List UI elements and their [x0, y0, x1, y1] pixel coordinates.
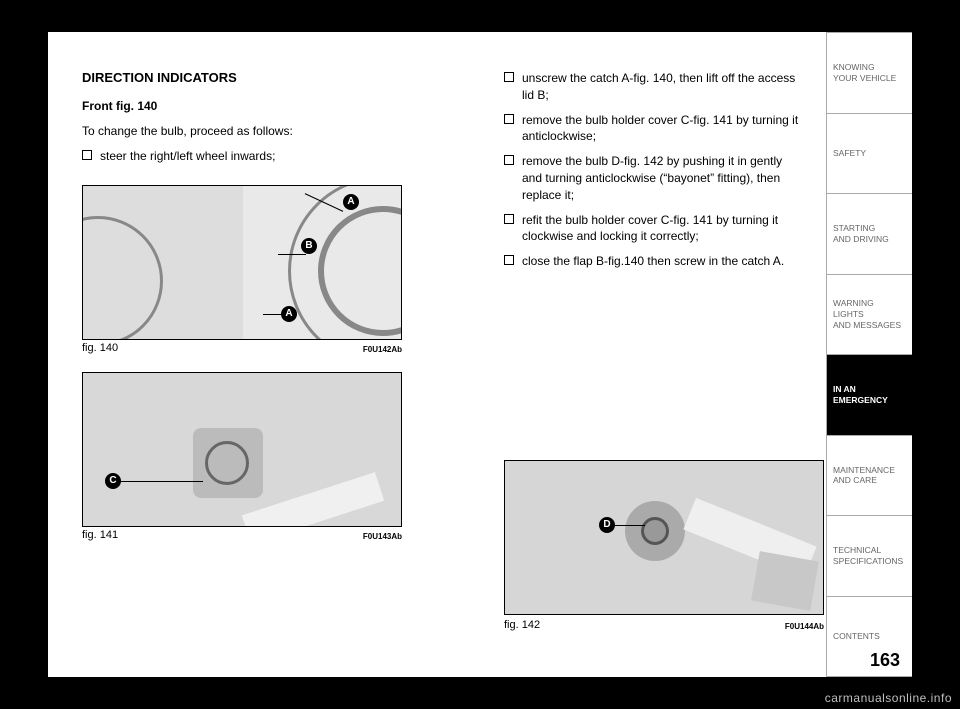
bullet-item: unscrew the catch A-fig. 140, then lift … [504, 70, 804, 104]
page-number: 163 [870, 650, 900, 671]
figure-140: A B A [82, 185, 402, 340]
callout-b-icon: B [301, 238, 317, 254]
tab-label: KNOWINGYOUR VEHICLE [833, 62, 906, 83]
tab-technical-specs[interactable]: TECHNICALSPECIFICATIONS [826, 516, 912, 597]
bullet-text: refit the bulb holder cover C-fig. 141 b… [522, 212, 804, 246]
figure-code: F0U143Ab [363, 532, 402, 541]
figure-code: F0U144Ab [785, 622, 824, 631]
tab-label: MAINTENANCEAND CARE [833, 465, 906, 486]
callout-c-icon: C [105, 473, 121, 489]
figure-caption: fig. 140 [82, 342, 118, 354]
bullet-item: steer the right/left wheel inwards; [82, 148, 452, 165]
figure-caption-row: fig. 140 F0U142Ab [82, 342, 402, 354]
intro-text: To change the bulb, proceed as follows: [82, 123, 452, 140]
figure-caption-row: fig. 141 F0U143Ab [82, 529, 402, 541]
bullet-text: unscrew the catch A-fig. 140, then lift … [522, 70, 804, 104]
square-bullet-icon [504, 155, 514, 165]
tab-label: CONTENTS [833, 631, 906, 642]
bullet-text: remove the bulb D-fig. 142 by pushing it… [522, 153, 804, 203]
tab-label: STARTINGAND DRIVING [833, 223, 906, 244]
bullet-item: refit the bulb holder cover C-fig. 141 b… [504, 212, 804, 246]
tab-warning-lights[interactable]: WARNING LIGHTSAND MESSAGES [826, 275, 912, 356]
left-column: DIRECTION INDICATORS Front fig. 140 To c… [82, 70, 452, 541]
bullet-text: remove the bulb holder cover C-fig. 141 … [522, 112, 804, 146]
square-bullet-icon [82, 150, 92, 160]
bullet-item: remove the bulb holder cover C-fig. 141 … [504, 112, 804, 146]
right-column: unscrew the catch A-fig. 140, then lift … [504, 70, 804, 278]
subheading: Front fig. 140 [82, 99, 452, 113]
callout-d-icon: D [599, 517, 615, 533]
figure-code: F0U142Ab [363, 345, 402, 354]
watermark-text: carmanualsonline.info [825, 691, 952, 705]
section-heading: DIRECTION INDICATORS [82, 70, 452, 85]
callout-a-icon: A [343, 194, 359, 210]
tab-label: SAFETY [833, 148, 906, 159]
bullet-text: steer the right/left wheel inwards; [100, 148, 452, 165]
figure-caption-row: fig. 142 F0U144Ab [504, 619, 824, 631]
square-bullet-icon [504, 255, 514, 265]
bullet-item: remove the bulb D-fig. 142 by pushing it… [504, 153, 804, 203]
tab-safety[interactable]: SAFETY [826, 114, 912, 195]
square-bullet-icon [504, 214, 514, 224]
figure-141: C [82, 372, 402, 527]
tab-label: IN ANEMERGENCY [833, 384, 906, 405]
figure-142: D [504, 460, 824, 615]
square-bullet-icon [504, 114, 514, 124]
tab-starting-driving[interactable]: STARTINGAND DRIVING [826, 194, 912, 275]
callout-a2-icon: A [281, 306, 297, 322]
figure-caption: fig. 142 [504, 619, 540, 631]
tab-maintenance[interactable]: MAINTENANCEAND CARE [826, 436, 912, 517]
tab-emergency[interactable]: IN ANEMERGENCY [826, 355, 912, 436]
manual-page: DIRECTION INDICATORS Front fig. 140 To c… [48, 32, 912, 677]
section-tabs: KNOWINGYOUR VEHICLE SAFETY STARTINGAND D… [826, 32, 912, 677]
figure-caption: fig. 141 [82, 529, 118, 541]
bullet-item: close the flap B-fig.140 then screw in t… [504, 253, 804, 270]
tab-knowing-vehicle[interactable]: KNOWINGYOUR VEHICLE [826, 32, 912, 114]
square-bullet-icon [504, 72, 514, 82]
bullet-text: close the flap B-fig.140 then screw in t… [522, 253, 804, 270]
tab-label: TECHNICALSPECIFICATIONS [833, 545, 906, 566]
tab-label: WARNING LIGHTSAND MESSAGES [833, 298, 906, 330]
